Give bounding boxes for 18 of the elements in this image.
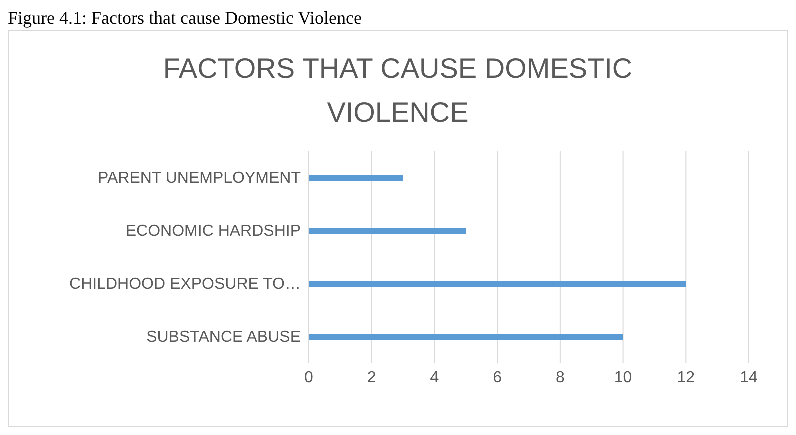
y-tick-label: ECONOMIC HARDSHIP: [126, 223, 301, 240]
caption: Figure 4.1: Factors that cause Domestic Violence: [8, 8, 363, 30]
bar: [309, 281, 686, 287]
x-tick-label: 6: [493, 369, 502, 386]
x-tick-label: 12: [677, 369, 696, 386]
x-tick-label: 8: [556, 369, 565, 386]
x-tick-label: 4: [430, 369, 440, 386]
y-tick-label: PARENT UNEMPLOYMENT: [98, 170, 302, 188]
y-tick-label: SUBSTANCE ABUSE: [146, 329, 301, 346]
x-tick-label: 0: [304, 369, 314, 386]
chart-title: FACTORS THAT CAUSE DOMESTIC VIOLENCE: [162, 52, 634, 130]
bar: [309, 334, 624, 340]
bar: [309, 175, 404, 181]
x-tick-label: 2: [367, 369, 376, 386]
bar: [309, 228, 466, 234]
y-tick-label: CHILDHOOD EXPOSURE TO…: [70, 276, 301, 294]
x-tick-label: 14: [740, 369, 758, 386]
x-tick-label: 10: [614, 369, 632, 386]
